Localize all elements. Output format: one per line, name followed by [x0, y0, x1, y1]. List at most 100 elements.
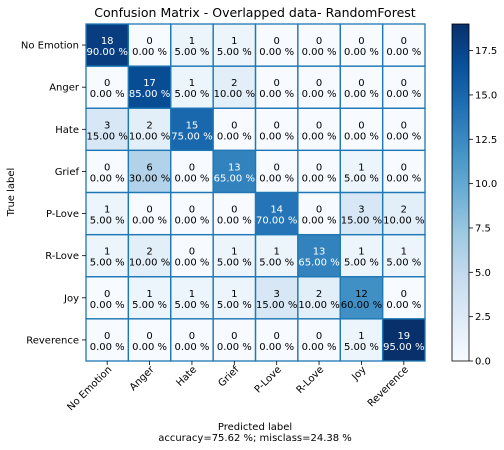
x-tick-label: Anger — [128, 364, 157, 393]
cell-percent-label: 0.00 % — [174, 342, 209, 353]
heatmap-cell — [213, 108, 256, 151]
cell-percent-label: 0.00 % — [302, 173, 337, 184]
cell-percent-label: 0.00 % — [174, 173, 209, 184]
y-axis-ticks: No Emotion Anger Hate Grief P-Love R-Love Joy R… — [21, 41, 86, 346]
cell-count-label: 18 — [101, 36, 114, 47]
x-tick-label: Grief — [216, 364, 241, 389]
cell-count-label: 3 — [104, 120, 110, 131]
cell-percent-label: 5.00 % — [90, 258, 125, 269]
cell-count-label: 0 — [316, 162, 322, 173]
cell-percent-label: 0.00 % — [132, 216, 167, 227]
y-tick-label: Joy — [63, 293, 79, 304]
heatmap-cell — [255, 276, 298, 319]
cell-count-label: 0 — [231, 331, 237, 342]
heatmap-cell — [170, 24, 214, 67]
heatmap-cell — [86, 24, 129, 67]
x-tick-label: Reverence — [366, 364, 411, 409]
cell-percent-label: 0.00 % — [302, 47, 337, 58]
cell-count-label: 14 — [270, 205, 283, 216]
heatmap-cell — [255, 192, 298, 235]
cell-percent-label: 5.00 % — [344, 342, 379, 353]
cell-count-label: 0 — [231, 120, 237, 131]
x-axis-ticks: No Emotion Anger Hate Grief P-Love R-Love JoyR… — [65, 361, 411, 413]
cell-percent-label: 5.00 % — [174, 47, 209, 58]
heatmap-cell — [128, 234, 171, 277]
colorbar-tick-label: 2.5 — [475, 312, 491, 323]
cell-count-label: 13 — [313, 247, 326, 258]
heatmap-cell — [382, 276, 425, 319]
x-tick-label: Hate — [174, 364, 199, 389]
heatmap-cell — [86, 150, 129, 193]
cell-count-label: 12 — [355, 289, 368, 300]
cell-count-label: 0 — [274, 120, 280, 131]
heatmap-cell — [170, 192, 214, 235]
x-axis-label: Predicted label — [218, 422, 292, 433]
heatmap-cell — [255, 66, 298, 109]
cell-count-label: 1 — [189, 36, 195, 47]
x-tick-label: P-Love — [253, 364, 284, 395]
cell-percent-label: 30.00 % — [129, 173, 170, 184]
heatmap-cell — [297, 318, 341, 361]
cell-count-label: 0 — [358, 78, 364, 89]
heatmap-cell — [382, 192, 425, 235]
cell-percent-label: 90.00 % — [87, 47, 128, 58]
cell-count-label: 0 — [274, 36, 280, 47]
cell-percent-label: 0.00 % — [217, 131, 252, 142]
cell-count-label: 0 — [274, 162, 280, 173]
heatmap-cell — [255, 108, 298, 151]
heatmap-cell — [340, 66, 383, 109]
heatmap-cell — [170, 150, 214, 193]
heatmap-cell — [255, 318, 298, 361]
cell-count-label: 0 — [358, 120, 364, 131]
cell-count-label: 0 — [274, 331, 280, 342]
heatmap-cell — [128, 108, 171, 151]
y-tick-label: R-Love — [45, 251, 79, 262]
colorbar-tick-label: 10.0 — [475, 179, 497, 190]
cell-percent-label: 0.00 % — [90, 342, 125, 353]
cell-count-label: 2 — [146, 247, 152, 258]
cell-percent-label: 5.00 % — [217, 300, 252, 311]
cell-percent-label: 0.00 % — [259, 131, 294, 142]
cell-count-label: 13 — [228, 162, 241, 173]
heatmap-cell — [213, 150, 256, 193]
heatmap-cell — [128, 276, 171, 319]
heatmap-cell — [340, 276, 383, 319]
heatmap-cell — [340, 150, 383, 193]
cell-percent-label: 65.00 % — [298, 258, 339, 269]
heatmap-cell — [213, 192, 256, 235]
cell-count-label: 15 — [186, 120, 199, 131]
cell-percent-label: 75.00 % — [171, 131, 212, 142]
heatmap-cell — [213, 24, 256, 67]
heatmap-cell — [255, 150, 298, 193]
cell-percent-label: 5.00 % — [259, 258, 294, 269]
heatmap-cell — [297, 234, 341, 277]
cell-count-label: 1 — [401, 247, 407, 258]
heatmap-cell — [297, 108, 341, 151]
accuracy-footer: accuracy=75.62 %; misclass=24.38 % — [158, 433, 352, 444]
cell-count-label: 0 — [401, 120, 407, 131]
heatmap-cell — [128, 24, 171, 67]
cell-percent-label: 0.00 % — [302, 131, 337, 142]
cell-count-label: 3 — [358, 205, 364, 216]
heatmap-cell — [213, 234, 256, 277]
cell-count-label: 6 — [146, 162, 152, 173]
cell-count-label: 1 — [189, 289, 195, 300]
cell-count-label: 2 — [231, 78, 237, 89]
cell-percent-label: 10.00 % — [383, 216, 424, 227]
heatmap-cell — [128, 192, 171, 235]
cell-count-label: 0 — [401, 162, 407, 173]
cell-percent-label: 0.00 % — [386, 131, 421, 142]
heatmap-cell — [340, 318, 383, 361]
cell-percent-label: 0.00 % — [344, 89, 379, 100]
cell-count-label: 1 — [231, 36, 237, 47]
cell-percent-label: 85.00 % — [129, 89, 170, 100]
colorbar-tick-label: 7.5 — [475, 223, 491, 234]
cell-count-label: 3 — [274, 289, 280, 300]
colorbar: 0.0 2.5 5.0 7.5 10.0 12.5 15.0 17.5 — [451, 23, 497, 368]
cell-percent-label: 5.00 % — [174, 89, 209, 100]
cell-percent-label: 5.00 % — [132, 300, 167, 311]
cell-percent-label: 0.00 % — [302, 89, 337, 100]
cell-percent-label: 0.00 % — [259, 47, 294, 58]
cell-count-label: 1 — [231, 289, 237, 300]
